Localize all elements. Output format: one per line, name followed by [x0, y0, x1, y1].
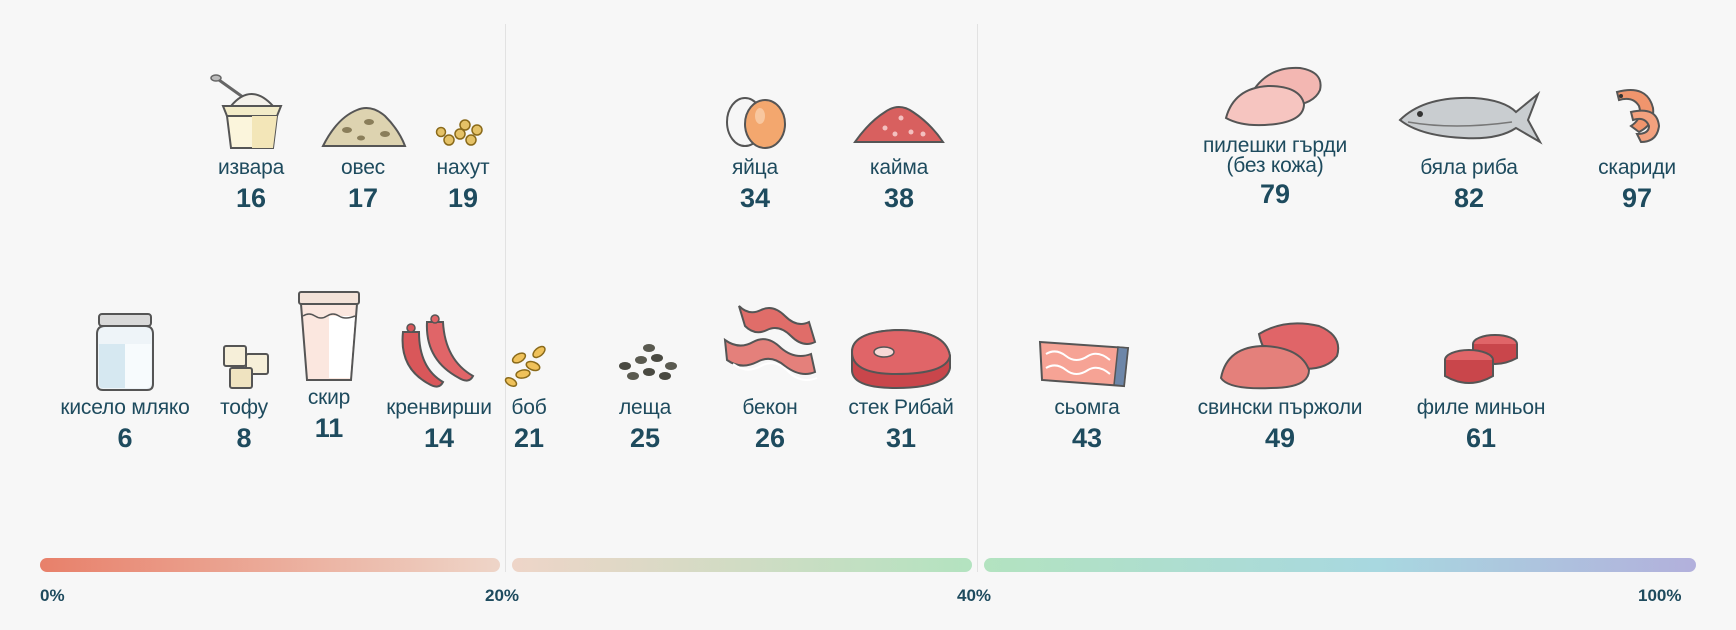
food-label: филе миньон: [1416, 396, 1546, 419]
scale-tick-40: 40%: [957, 586, 992, 605]
skyr-cup-icon: [298, 291, 360, 381]
food-label: кайма: [869, 156, 929, 179]
bacon-icon: [723, 305, 818, 381]
ribeye-steak-icon: [850, 328, 952, 390]
scale-tick-0: 0%: [40, 586, 65, 605]
section-divider-20: [505, 24, 506, 572]
food-label: бяла риба: [1420, 156, 1518, 179]
food-value: 61: [1465, 423, 1497, 453]
food-label-secondary: (без кожа): [1226, 154, 1324, 177]
food-value: 11: [314, 413, 344, 443]
food-value: 6: [117, 423, 133, 453]
food-label: тофу: [220, 396, 268, 419]
filet-mignon-icon: [1444, 334, 1518, 384]
food-label: овес: [341, 156, 385, 179]
chickpeas-icon: [435, 119, 483, 146]
food-label: скир: [307, 386, 351, 409]
oats-icon: [321, 107, 407, 147]
food-label: боб: [511, 396, 547, 419]
beans-icon: [504, 345, 546, 388]
white-fish-icon: [1398, 90, 1543, 145]
salmon-fillet-icon: [1038, 340, 1130, 388]
minced-meat-icon: [853, 106, 945, 143]
food-label: пилешки гърди: [1202, 134, 1347, 157]
eggs-icon: [726, 97, 786, 149]
food-item-skyr: скир 11: [244, 290, 414, 442]
chicken-breast-icon: [1224, 66, 1322, 127]
food-value: 49: [1264, 423, 1296, 453]
food-value: 79: [1259, 179, 1291, 209]
food-label: кренвирши: [386, 396, 492, 419]
food-item-lentils: леща 25: [560, 312, 730, 452]
food-value: 31: [885, 423, 917, 453]
food-item-eggs: яйца 34: [670, 72, 840, 212]
yogurt-jar-icon: [96, 313, 154, 391]
food-value: 17: [347, 183, 379, 213]
cottage-cheese-icon: [210, 74, 283, 149]
food-item-salmon: сьомга 43: [1002, 312, 1172, 452]
shrimp-icon: [1615, 89, 1661, 144]
food-item-bacon: бекон 26: [685, 302, 855, 452]
food-item-ribeye: стек Рибай 31: [816, 312, 986, 452]
food-label: бекон: [742, 396, 798, 419]
food-item-chicken-breast: пилешки гърди (без кожа) 79: [1190, 56, 1360, 208]
food-label: извара: [217, 156, 285, 179]
food-label: леща: [618, 396, 672, 419]
food-item-cottage-cheese: извара 16: [166, 72, 336, 212]
food-value: 26: [754, 423, 786, 453]
food-value: 82: [1453, 183, 1485, 213]
food-item-filet-mignon: филе миньон 61: [1396, 312, 1566, 452]
food-value: 19: [447, 183, 479, 213]
tofu-icon: [223, 345, 269, 389]
scale-tick-100: 100%: [1638, 586, 1682, 605]
food-label: сьомга: [1054, 396, 1120, 419]
food-value: 14: [423, 423, 455, 453]
scale-bar-0-20: [40, 558, 500, 572]
sausages-icon: [401, 314, 475, 388]
food-item-pork-chops: свински пържоли 49: [1188, 312, 1372, 452]
scale-tick-20: 20%: [485, 586, 520, 605]
food-item-sausages: кренвирши 14: [354, 312, 524, 452]
food-item-minced-meat: кайма 38: [814, 72, 984, 212]
scale-bar-40-100: [984, 558, 1696, 572]
food-item-chickpeas: нахут 19: [378, 72, 548, 212]
food-value: 21: [513, 423, 545, 453]
food-value: 43: [1071, 423, 1103, 453]
lentils-icon: [619, 344, 677, 380]
food-label: нахут: [436, 156, 490, 179]
food-item-yogurt: кисело мляко 6: [40, 312, 210, 452]
food-value: 97: [1621, 183, 1653, 213]
food-value: 25: [629, 423, 661, 453]
food-item-beans: боб 21: [444, 312, 614, 452]
pork-chops-icon: [1219, 322, 1340, 390]
scale-bar-20-40: [512, 558, 972, 572]
food-label: скариди: [1598, 156, 1676, 179]
food-value: 16: [235, 183, 267, 213]
food-value: 38: [883, 183, 915, 213]
food-label: свински пържоли: [1197, 396, 1363, 419]
food-item-white-fish: бяла риба 82: [1384, 72, 1554, 212]
food-label: яйца: [731, 156, 778, 179]
food-item-tofu: тофу 8: [159, 312, 329, 452]
section-divider-40: [977, 24, 978, 572]
food-value: 8: [236, 423, 252, 453]
food-item-oats: овес 17: [278, 72, 448, 212]
food-value: 34: [739, 183, 771, 213]
food-item-shrimp: скариди 97: [1552, 72, 1722, 212]
food-label: кисело мляко: [60, 396, 190, 419]
food-label: стек Рибай: [848, 396, 954, 419]
